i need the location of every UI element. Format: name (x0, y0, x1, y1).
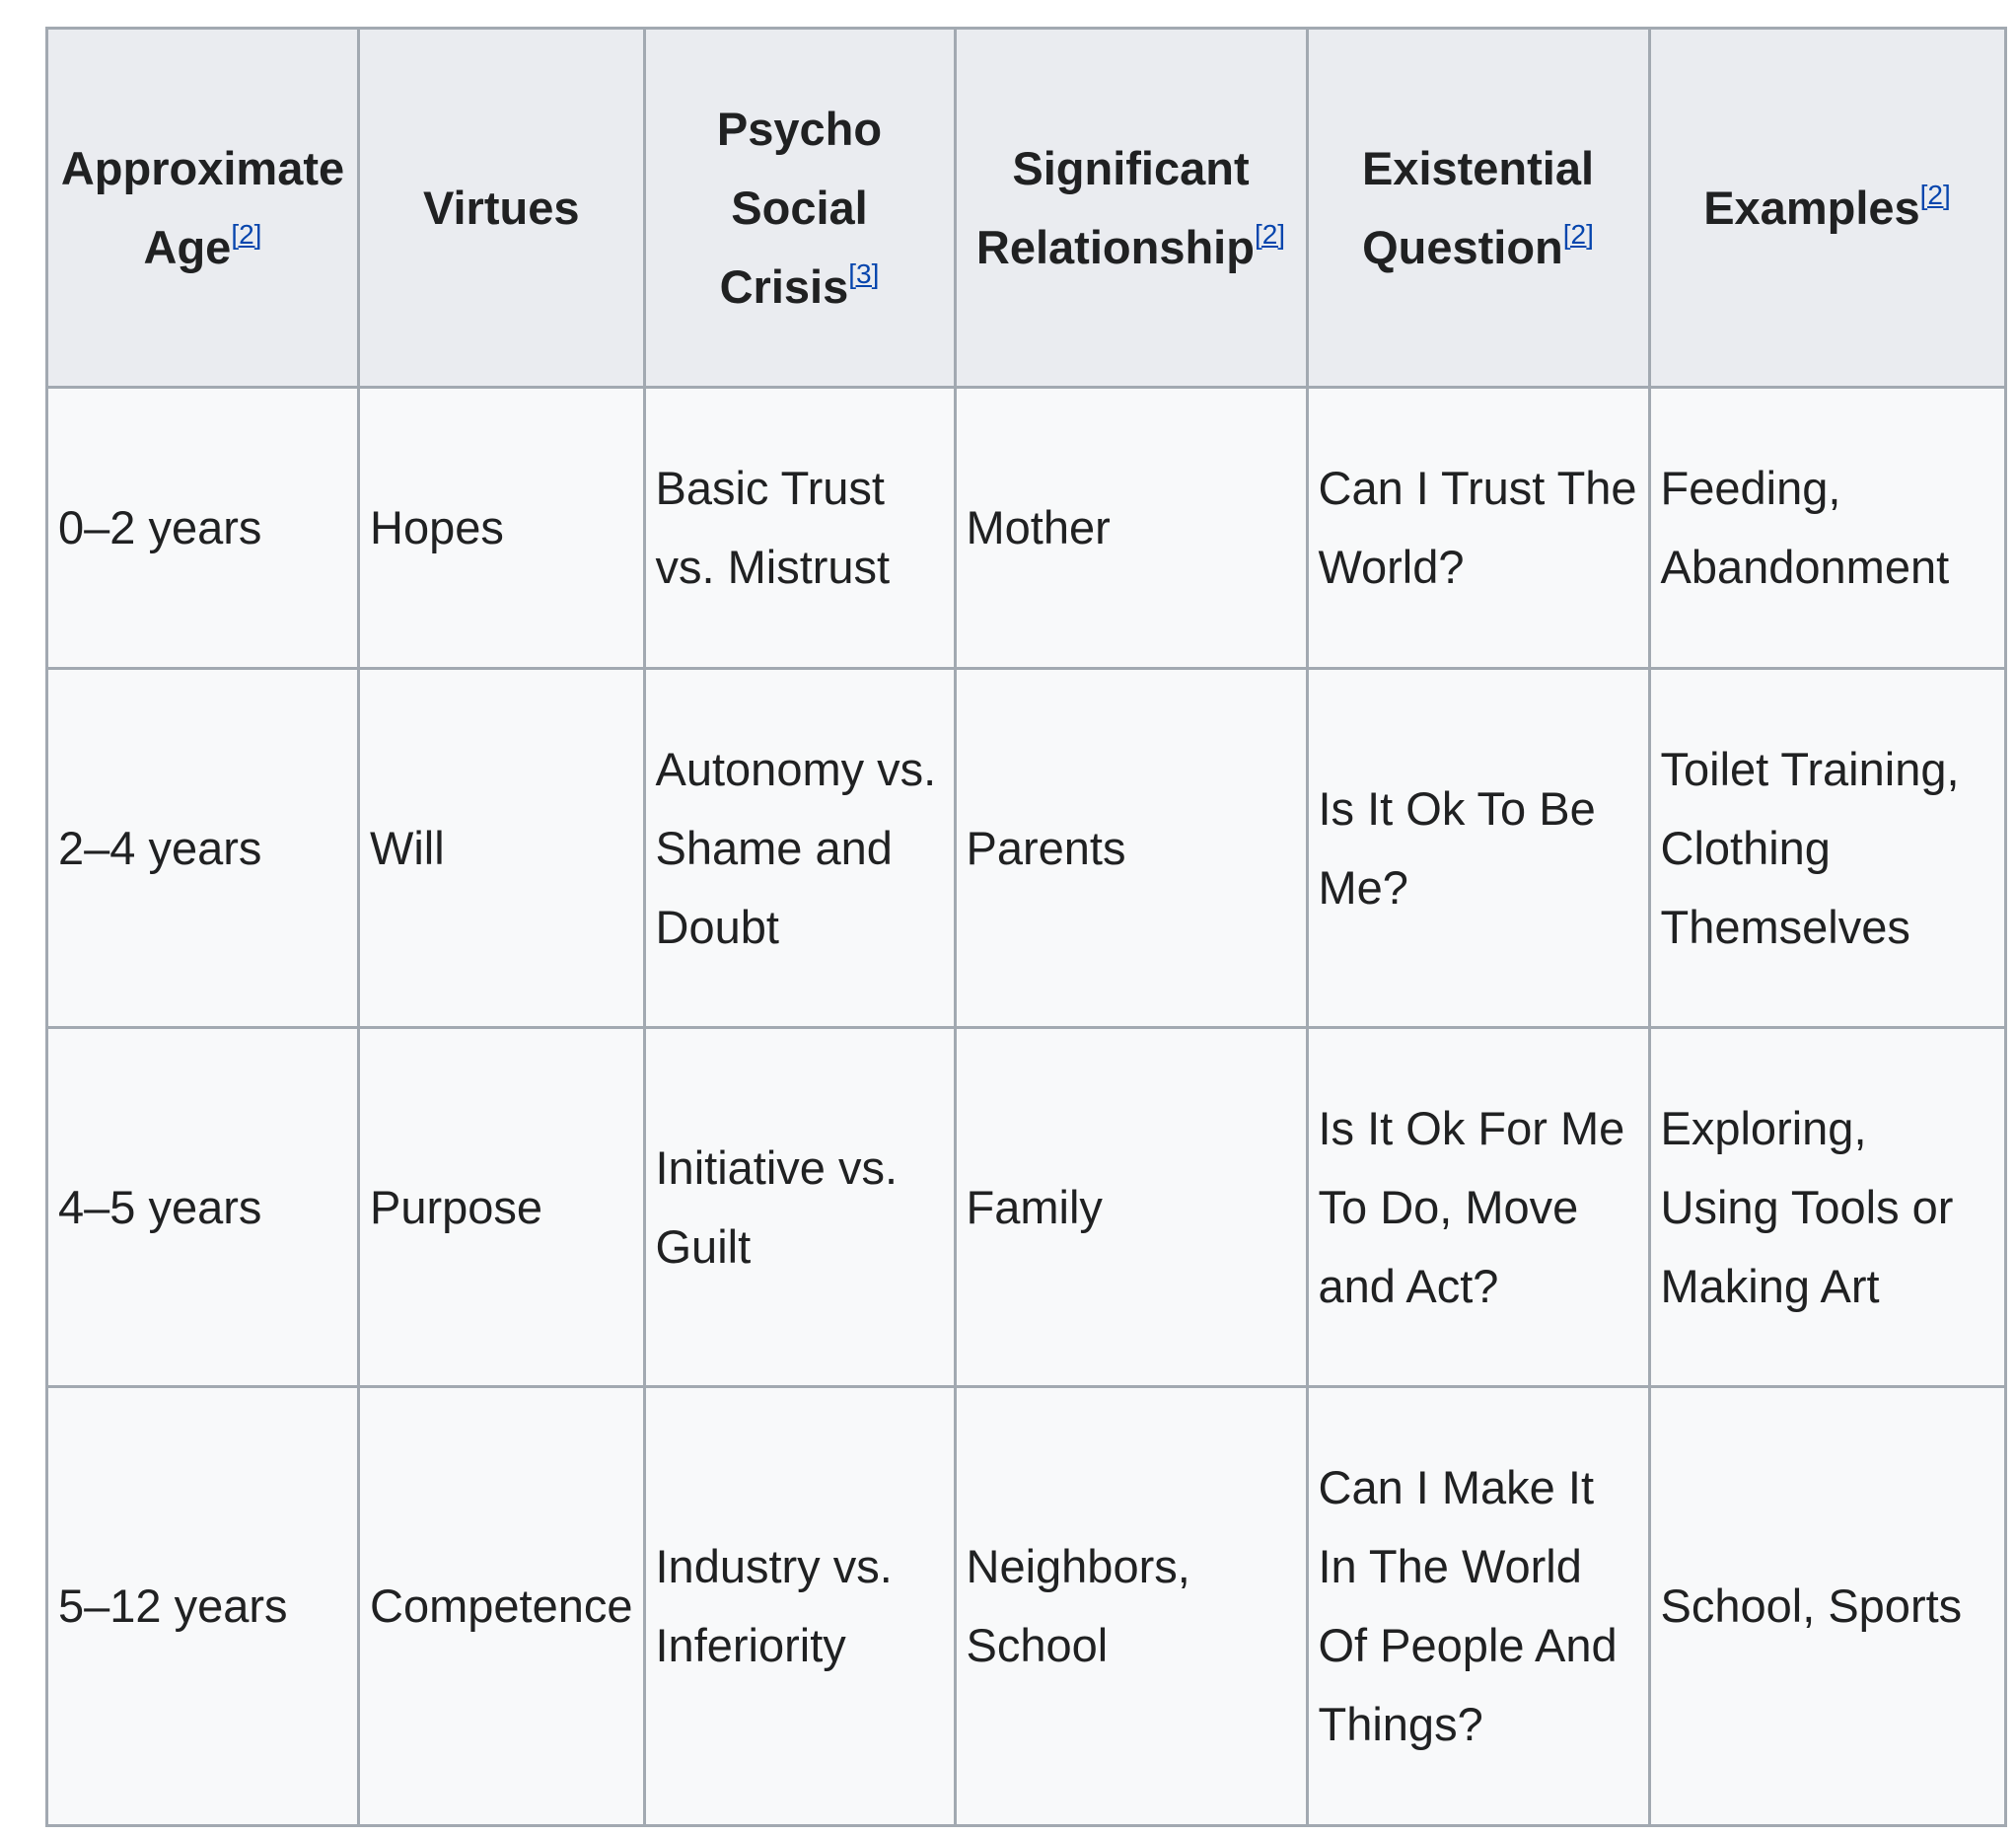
reference-link-text[interactable]: [2] (1254, 218, 1286, 250)
header-label: Significant Relationship (975, 141, 1255, 273)
table-row: 2–4 years Will Autonomy vs. Shame and Do… (45, 667, 2007, 1029)
table-cell: Will (357, 667, 646, 1029)
header-label: Examples (1703, 181, 1920, 234)
header-label: Approximate Age (60, 141, 345, 273)
reference-link-text[interactable]: [2] (1919, 179, 1951, 210)
table-cell: Family (953, 1026, 1309, 1388)
table-row: 5–12 years Competence Industry vs. Infer… (45, 1385, 2007, 1827)
reference-link[interactable]: [3] (848, 258, 879, 289)
table-row: 0–2 years Hopes Basic Trust vs. Mistrust… (45, 386, 2007, 670)
table-cell: Competence (357, 1385, 646, 1827)
table-cell: Toilet Training, Clothing Themselves (1647, 667, 2007, 1029)
table-cell: 5–12 years (45, 1385, 360, 1827)
header-label: Existential Question (1361, 141, 1595, 273)
header-examples: Examples[2] (1647, 27, 2007, 389)
table-cell: Hopes (357, 386, 646, 670)
table-cell: Industry vs. Inferiority (642, 1385, 957, 1827)
reference-link-text[interactable]: [2] (231, 218, 262, 250)
header-significant-relationship: Significant Relationship[2] (953, 27, 1309, 389)
table-cell: Is It Ok To Be Me? (1305, 667, 1651, 1029)
table-cell: Parents (953, 667, 1309, 1029)
header-approximate-age: Approximate Age[2] (45, 27, 360, 389)
table-cell: Initiative vs. Guilt (642, 1026, 957, 1388)
table-cell: School, Sports (1647, 1385, 2007, 1827)
table-cell: 2–4 years (45, 667, 360, 1029)
table-cell: Autonomy vs. Shame and Doubt (642, 667, 957, 1029)
header-label: Psycho Social Crisis (716, 102, 883, 313)
erikson-stages-table: Approximate Age[2] Virtues Psycho Social… (45, 27, 2007, 1827)
reference-link-text[interactable]: [3] (848, 257, 880, 289)
table-cell: Exploring, Using Tools or Making Art (1647, 1026, 2007, 1388)
reference-link[interactable]: [2] (1563, 219, 1594, 250)
table-cell: Feeding, Abandonment (1647, 386, 2007, 670)
table-cell: 0–2 years (45, 386, 360, 670)
table-cell: 4–5 years (45, 1026, 360, 1388)
header-virtues: Virtues (357, 27, 646, 389)
table-row: 4–5 years Purpose Initiative vs. Guilt F… (45, 1026, 2007, 1388)
table-cell: Mother (953, 386, 1309, 670)
reference-link[interactable]: [2] (1255, 219, 1285, 250)
table-cell: Can I Trust The World? (1305, 386, 1651, 670)
table-cell: Is It Ok For Me To Do, Move and Act? (1305, 1026, 1651, 1388)
reference-link-text[interactable]: [2] (1562, 218, 1594, 250)
header-label: Virtues (423, 181, 580, 234)
table-cell: Purpose (357, 1026, 646, 1388)
table-cell: Neighbors, School (953, 1385, 1309, 1827)
header-psycho-social-crisis: Psycho Social Crisis[3] (642, 27, 957, 389)
reference-link[interactable]: [2] (231, 219, 261, 250)
header-row: Approximate Age[2] Virtues Psycho Social… (45, 27, 2007, 389)
table-cell: Basic Trust vs. Mistrust (642, 386, 957, 670)
reference-link[interactable]: [2] (1920, 180, 1951, 210)
header-existential-question: Existential Question[2] (1305, 27, 1651, 389)
table-cell: Can I Make It In The World Of People And… (1305, 1385, 1651, 1827)
